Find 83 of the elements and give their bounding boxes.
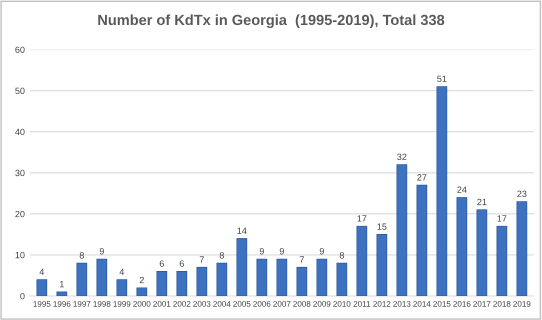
x-tick-label: 2001 <box>153 301 170 307</box>
data-label: 14 <box>238 228 247 234</box>
bar <box>196 266 208 296</box>
y-tick-label: 20 <box>15 210 25 218</box>
bar <box>36 279 48 296</box>
x-tick-label: 2017 <box>473 301 490 307</box>
bar <box>236 238 248 296</box>
data-label: 21 <box>477 198 486 206</box>
bar <box>76 262 88 296</box>
x-tick-label: 2004 <box>213 301 231 307</box>
x-tick-label: 2018 <box>493 301 510 307</box>
x-tick-label: 2011 <box>354 301 370 307</box>
x-tick-label: 2006 <box>253 301 270 307</box>
x-tick-label: 1998 <box>93 301 110 307</box>
x-tick-label: 2013 <box>393 301 410 307</box>
data-label: 17 <box>358 215 366 222</box>
data-label: 32 <box>397 154 406 160</box>
x-tick-label: 2010 <box>333 301 350 307</box>
data-label: 9 <box>320 248 324 254</box>
data-label: 8 <box>220 252 224 259</box>
x-tick-label: 1996 <box>53 301 70 307</box>
bar <box>376 234 388 296</box>
y-tick-label: 0 <box>20 292 25 300</box>
data-label: 51 <box>437 76 446 82</box>
y-tick-label: 10 <box>16 252 25 258</box>
bar <box>116 279 128 296</box>
y-tick-label: 60 <box>15 46 25 53</box>
x-tick-label: 2009 <box>313 301 330 307</box>
bar <box>156 271 168 296</box>
x-tick-label: 1999 <box>113 301 130 307</box>
x-tick-label: 2003 <box>193 301 210 307</box>
x-tick-label: 1995 <box>33 301 50 307</box>
data-label: 4 <box>120 268 124 275</box>
bar <box>496 226 508 296</box>
data-label: 24 <box>457 186 467 193</box>
x-tick-label: 2019 <box>513 301 530 307</box>
data-label: 9 <box>280 248 284 254</box>
data-label: 9 <box>100 248 104 254</box>
x-tick-label: 2000 <box>133 301 150 307</box>
data-label: 6 <box>180 260 184 267</box>
y-tick-label: 40 <box>15 128 25 136</box>
data-label: 15 <box>378 224 386 230</box>
x-tick-label: 2007 <box>273 301 290 307</box>
x-tick-label: 2008 <box>293 301 310 307</box>
data-label: 23 <box>517 190 526 197</box>
data-label: 8 <box>340 252 344 259</box>
bar <box>316 258 328 296</box>
data-label: 17 <box>498 215 506 222</box>
x-tick-label: 2016 <box>453 301 470 307</box>
bar <box>216 262 228 296</box>
bar <box>256 258 268 296</box>
bar <box>396 164 408 296</box>
x-tick-label: 2012 <box>373 301 390 307</box>
bar <box>476 209 488 296</box>
bar <box>416 184 428 296</box>
data-label: 7 <box>300 256 304 263</box>
bar <box>516 201 528 296</box>
x-tick-label: 2005 <box>233 301 250 307</box>
x-tick-label: 2014 <box>413 301 431 307</box>
data-label: 27 <box>417 174 426 180</box>
data-label: 7 <box>200 256 204 263</box>
bar <box>336 262 348 296</box>
bar <box>136 287 148 296</box>
bar <box>56 292 68 296</box>
data-label: 6 <box>160 260 164 267</box>
bar <box>276 258 288 296</box>
y-tick-label: 50 <box>15 88 25 94</box>
data-label: 4 <box>40 268 44 275</box>
x-tick-label: 2002 <box>173 301 190 307</box>
x-tick-label: 1997 <box>73 301 90 307</box>
bar <box>456 197 468 296</box>
data-label: 8 <box>80 252 84 259</box>
y-tick-label: 30 <box>15 170 25 176</box>
bar <box>436 86 448 296</box>
chart-title: Number of KdTx in Georgia (1995-2019), Total 338 <box>98 14 444 28</box>
data-label: 2 <box>140 276 144 284</box>
x-tick-label: 2015 <box>433 301 450 307</box>
data-label: 1 <box>60 281 64 288</box>
bar <box>96 258 108 296</box>
bar <box>296 266 308 296</box>
bar <box>176 271 188 296</box>
data-label: 9 <box>260 248 264 254</box>
bar <box>356 226 368 296</box>
